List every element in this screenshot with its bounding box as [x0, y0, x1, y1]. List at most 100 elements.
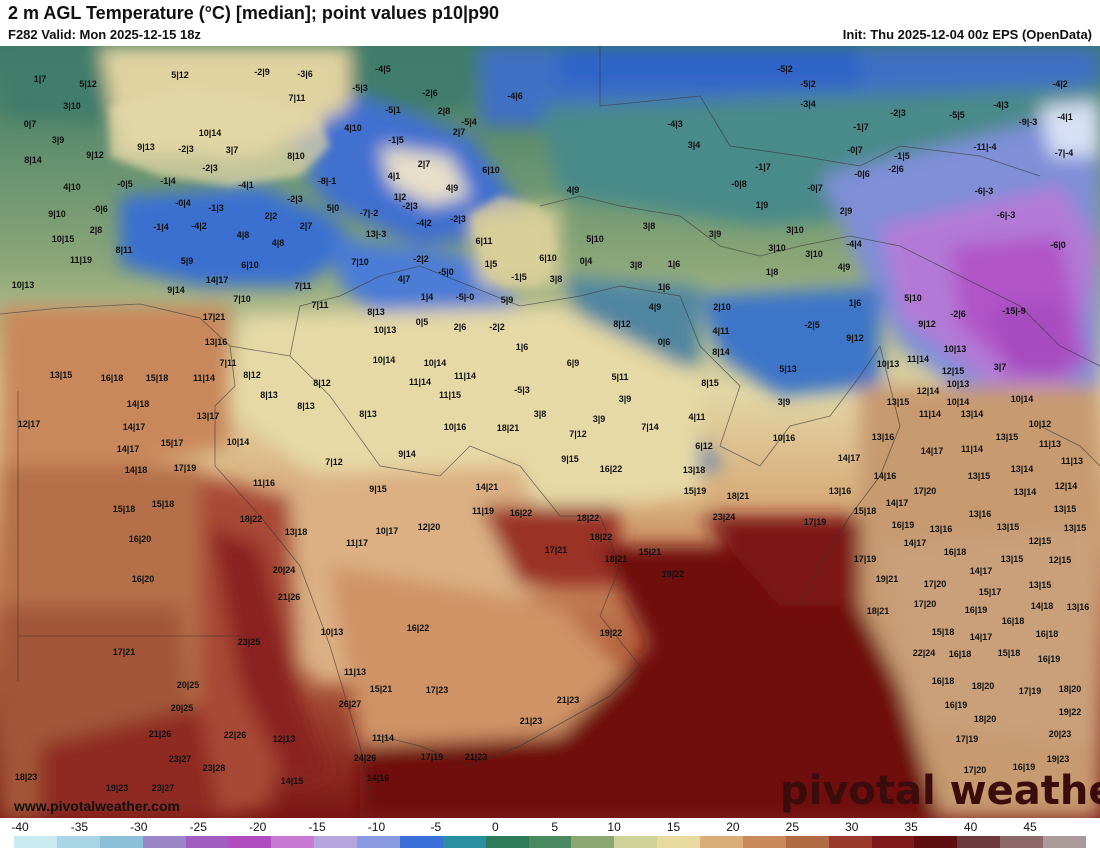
point-value: -1|5: [894, 151, 910, 161]
point-value: 15|18: [998, 648, 1021, 658]
point-value: 4|9: [649, 302, 662, 312]
point-value: 15|17: [979, 587, 1002, 597]
point-value: 1|6: [658, 282, 671, 292]
point-value: 5|11: [611, 372, 628, 382]
point-value: 13|15: [997, 522, 1020, 532]
point-value: 5|13: [779, 364, 797, 374]
point-value: 10|15: [52, 234, 75, 244]
point-value: -1|5: [511, 272, 527, 282]
point-value: -4|4: [846, 239, 862, 249]
website-label[interactable]: www.pivotalweather.com: [14, 798, 180, 814]
point-value: -1|4: [160, 176, 176, 186]
point-value: 15|21: [370, 684, 393, 694]
point-values-layer: 1|7 5|12 -2|9 -3|6 -4|5 -5|2 5|12 -5|3 -2|6 -4|6 -…: [12, 64, 1090, 793]
point-value: 2|2: [265, 211, 278, 221]
point-value: 21|23: [520, 716, 543, 726]
point-value: 20|25: [177, 680, 200, 690]
point-value: 1|9: [756, 200, 769, 210]
point-value: 11|13: [1061, 456, 1083, 466]
point-value: 11|14: [961, 444, 983, 454]
point-value: 0|5: [416, 317, 429, 327]
point-value: 13|-3: [366, 229, 387, 239]
point-value: 1|6: [668, 259, 681, 269]
point-value: -5|3: [352, 83, 368, 93]
point-value: 5|0: [327, 203, 340, 213]
point-value: 18|20: [972, 681, 995, 691]
colorbar-label: -25: [189, 820, 207, 834]
point-value: 13|14: [1011, 464, 1034, 474]
point-value: -2|3: [890, 108, 906, 118]
point-value: 11|19: [472, 506, 494, 516]
point-value: 13|15: [1029, 580, 1052, 590]
colorbar-swatch: [571, 836, 615, 848]
point-value: 12|14: [917, 386, 940, 396]
point-value: 17|20: [914, 599, 937, 609]
point-value: 3|9: [593, 414, 606, 424]
point-value: -6|-3: [997, 210, 1016, 220]
point-value: 4|8: [272, 238, 285, 248]
point-value: -4|1: [238, 180, 254, 190]
point-value: 23|28: [203, 763, 226, 773]
point-value: 8|15: [701, 378, 719, 388]
point-value: 0|7: [24, 119, 37, 129]
point-value: 14|17: [970, 566, 993, 576]
point-value: 11|14: [919, 409, 941, 419]
point-value: 23|24: [713, 512, 736, 522]
colorbar-swatch: [957, 836, 1001, 848]
point-value: 9|15: [369, 484, 387, 494]
colorbar-label: 20: [726, 820, 740, 834]
point-value: 16|22: [600, 464, 623, 474]
point-value: 10|13: [944, 344, 967, 354]
point-value: -0|7: [807, 183, 823, 193]
point-value: 0|6: [658, 337, 671, 347]
point-value: 3|8: [630, 260, 643, 270]
point-value: 3|7: [226, 145, 239, 155]
point-value: 3|10: [805, 249, 823, 259]
colorbar-label: -20: [248, 820, 267, 834]
point-value: 18|21: [605, 554, 628, 564]
point-value: 10|14: [1011, 394, 1034, 404]
colorbar-swatch: [700, 836, 743, 848]
point-value: 11|13: [344, 667, 366, 677]
point-value: 12|15: [942, 366, 965, 376]
point-value: 8|13: [367, 307, 385, 317]
colorbar-label: -40: [11, 820, 29, 834]
temperature-map[interactable]: 1|7 5|12 -2|9 -3|6 -4|5 -5|2 5|12 -5|3 -2|6 -4|6 -…: [0, 46, 1100, 818]
point-value: 16|18: [101, 373, 124, 383]
point-value: 6|9: [567, 358, 580, 368]
colorbar-label: 45: [1023, 820, 1037, 834]
point-value: 3|10: [768, 243, 786, 253]
point-value: 12|15: [1049, 555, 1072, 565]
point-value: 16|19: [945, 700, 968, 710]
point-value: 7|12: [569, 429, 587, 439]
colorbar-swatch: [528, 836, 572, 848]
point-value: 15|18: [113, 504, 136, 514]
colorbar-label: 40: [963, 820, 978, 834]
water-bodies: [110, 86, 555, 286]
point-value: 8|13: [359, 409, 377, 419]
colorbar-swatch: [785, 836, 829, 848]
point-value: 13|14: [961, 409, 984, 419]
colorbar-label: 35: [904, 820, 918, 834]
point-value: 11|19: [70, 255, 92, 265]
point-value: 11|14: [454, 371, 476, 381]
point-value: 4|8: [237, 230, 250, 240]
point-value: 17|21: [113, 647, 136, 657]
colorbar-swatch: [442, 836, 486, 848]
point-value: 3|9: [778, 397, 791, 407]
point-value: 21|23: [465, 752, 488, 762]
point-value: 1|7: [34, 74, 47, 84]
colorbar-swatch: [142, 836, 186, 848]
point-value: 4|9: [567, 185, 580, 195]
point-value: -0|5: [117, 179, 133, 189]
point-value: -1|3: [208, 203, 224, 213]
point-value: -9|-3: [1019, 117, 1038, 127]
point-value: 5|12: [79, 79, 97, 89]
point-value: 2|10: [713, 302, 731, 312]
point-value: 14|17: [123, 422, 146, 432]
point-value: 10|14: [424, 358, 447, 368]
colorbar-label: -5: [430, 820, 442, 834]
point-value: -5|2: [800, 79, 816, 89]
colorbar-swatch: [1000, 836, 1043, 848]
point-value: -4|1: [1057, 112, 1073, 122]
